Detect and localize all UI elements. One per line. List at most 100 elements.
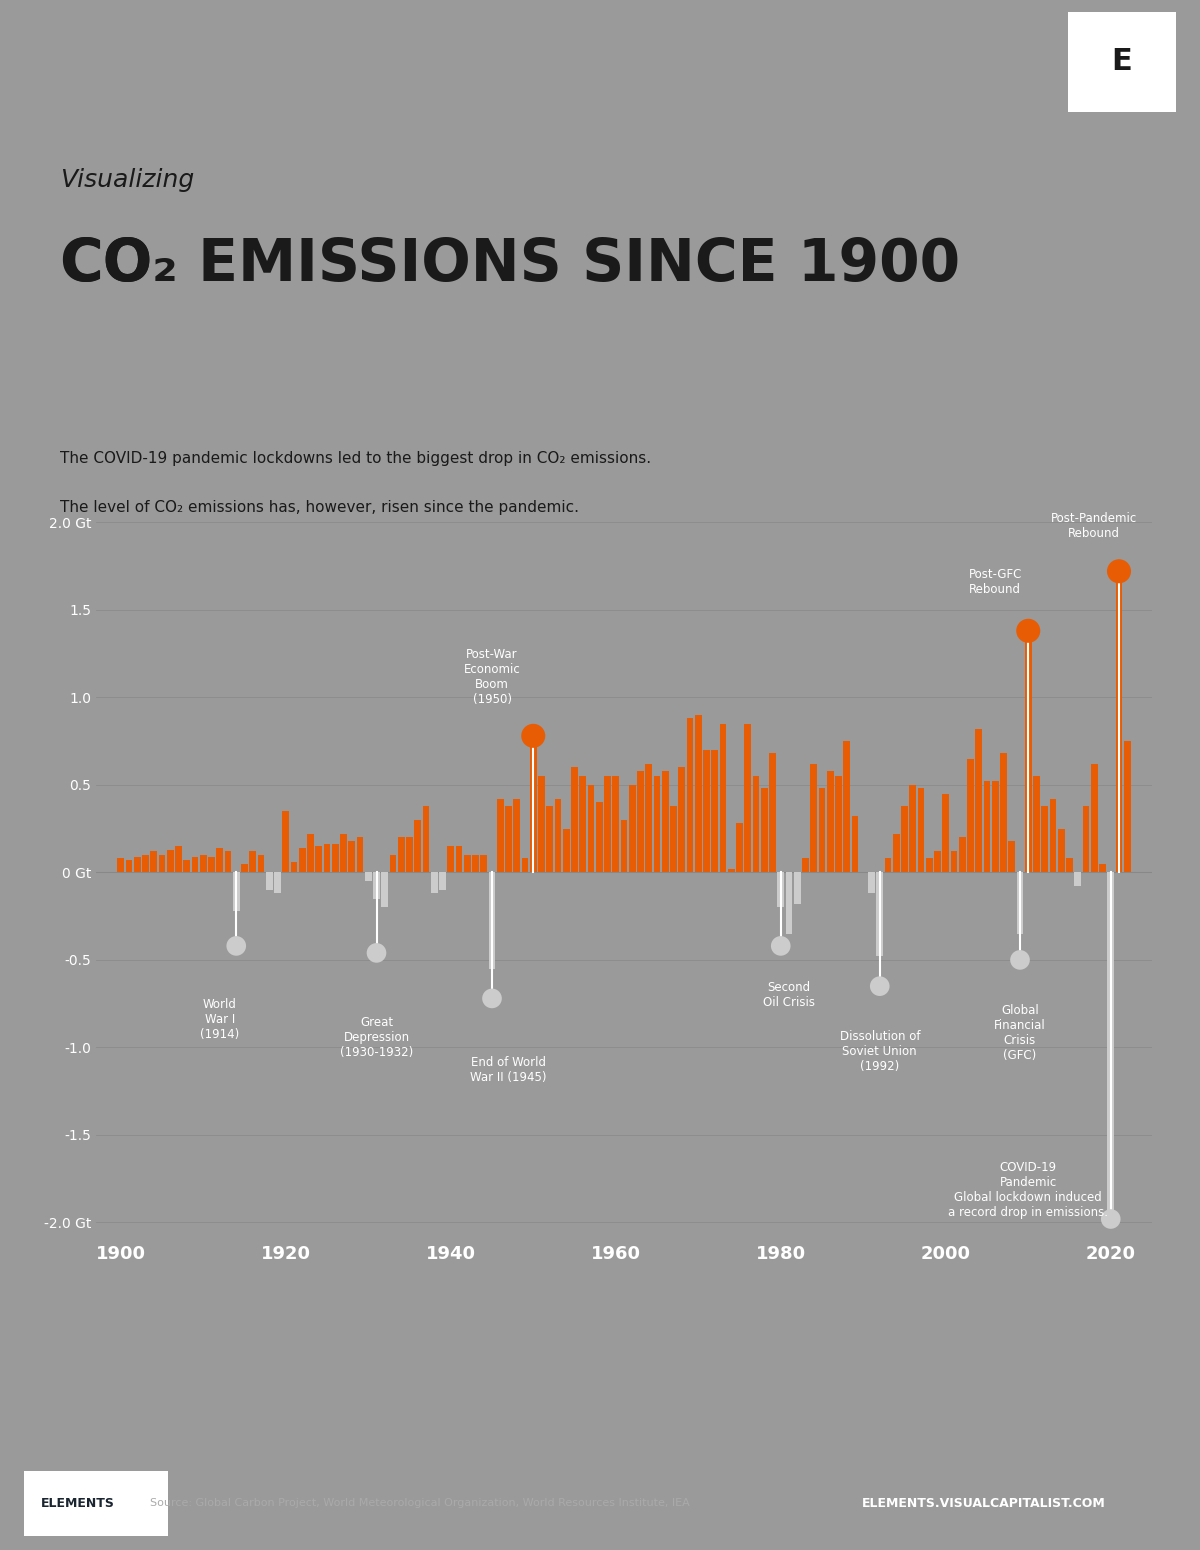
- Bar: [703, 750, 709, 873]
- Bar: [959, 837, 966, 873]
- Text: End of World
War II (1945): End of World War II (1945): [470, 1056, 547, 1083]
- Text: Visualizing: Visualizing: [60, 167, 194, 192]
- Bar: [538, 777, 545, 873]
- Bar: [241, 863, 247, 873]
- Bar: [316, 846, 322, 873]
- Text: ELEMENTS: ELEMENTS: [41, 1497, 115, 1510]
- Bar: [406, 837, 413, 873]
- Bar: [118, 859, 124, 873]
- Bar: [1001, 753, 1007, 873]
- Bar: [818, 789, 826, 873]
- Text: CO₂ EMISSIONS SINCE 1900: CO₂ EMISSIONS SINCE 1900: [60, 236, 960, 293]
- Point: [367, 941, 386, 966]
- Bar: [522, 859, 528, 873]
- Bar: [620, 820, 628, 873]
- Text: ELEMENTS.VISUALCAPITALIST.COM: ELEMENTS.VISUALCAPITALIST.COM: [862, 1497, 1106, 1510]
- Bar: [480, 856, 487, 873]
- Bar: [935, 851, 941, 873]
- Bar: [744, 724, 751, 873]
- Bar: [869, 873, 875, 893]
- Bar: [580, 777, 586, 873]
- Bar: [852, 817, 858, 873]
- Bar: [200, 856, 206, 873]
- Bar: [150, 851, 157, 873]
- Bar: [637, 770, 643, 873]
- Bar: [348, 840, 355, 873]
- Bar: [1058, 829, 1064, 873]
- Bar: [596, 803, 602, 873]
- Bar: [563, 829, 570, 873]
- Bar: [654, 777, 660, 873]
- Bar: [646, 764, 652, 873]
- Bar: [794, 873, 800, 904]
- Text: Second
Oil Crisis: Second Oil Crisis: [763, 981, 815, 1009]
- Bar: [126, 860, 132, 873]
- Text: The level of CO₂ emissions has, however, risen since the pandemic.: The level of CO₂ emissions has, however,…: [60, 499, 580, 515]
- Bar: [431, 873, 438, 893]
- Bar: [1091, 764, 1098, 873]
- Bar: [274, 873, 281, 893]
- Point: [870, 973, 889, 998]
- Bar: [224, 851, 232, 873]
- Text: E: E: [1111, 48, 1133, 76]
- Text: Post-Pandemic
Rebound: Post-Pandemic Rebound: [1051, 512, 1138, 539]
- Point: [1110, 560, 1129, 584]
- Bar: [942, 794, 949, 873]
- Bar: [356, 837, 364, 873]
- Bar: [456, 846, 462, 873]
- Bar: [398, 837, 404, 873]
- Point: [772, 933, 791, 958]
- Bar: [158, 856, 166, 873]
- Point: [227, 933, 246, 958]
- Bar: [992, 781, 998, 873]
- Bar: [769, 753, 775, 873]
- Bar: [893, 834, 900, 873]
- Text: Post-War
Economic
Boom
(1950): Post-War Economic Boom (1950): [463, 648, 521, 707]
- Bar: [678, 767, 685, 873]
- Bar: [175, 846, 181, 873]
- Point: [523, 724, 542, 749]
- Bar: [571, 767, 577, 873]
- Bar: [976, 728, 982, 873]
- Bar: [390, 856, 396, 873]
- Bar: [382, 873, 388, 907]
- Bar: [554, 798, 562, 873]
- Bar: [266, 873, 272, 890]
- Bar: [810, 764, 817, 873]
- Bar: [472, 856, 479, 873]
- Bar: [827, 770, 834, 873]
- Bar: [250, 851, 256, 873]
- Bar: [514, 798, 520, 873]
- Point: [482, 986, 502, 1011]
- Bar: [464, 856, 470, 873]
- Point: [1019, 618, 1038, 643]
- Bar: [340, 834, 347, 873]
- Bar: [876, 873, 883, 956]
- Bar: [290, 862, 298, 873]
- Bar: [332, 845, 338, 873]
- Bar: [546, 806, 553, 873]
- Bar: [167, 849, 174, 873]
- Text: World
War I
(1914): World War I (1914): [200, 998, 239, 1042]
- Bar: [1008, 840, 1015, 873]
- Bar: [1033, 777, 1040, 873]
- Bar: [1099, 863, 1106, 873]
- Bar: [629, 784, 636, 873]
- Text: Source: Global Carbon Project, World Meteorological Organization, World Resource: Source: Global Carbon Project, World Met…: [150, 1499, 690, 1508]
- Bar: [950, 851, 958, 873]
- Bar: [802, 859, 809, 873]
- Bar: [686, 718, 694, 873]
- Bar: [588, 784, 594, 873]
- Bar: [233, 873, 240, 911]
- Bar: [439, 873, 445, 890]
- Bar: [901, 806, 908, 873]
- Bar: [488, 873, 496, 969]
- Bar: [844, 741, 850, 873]
- Bar: [505, 806, 511, 873]
- Bar: [984, 781, 990, 873]
- Text: Global
Financial
Crisis
(GFC): Global Financial Crisis (GFC): [994, 1004, 1046, 1062]
- Bar: [134, 857, 140, 873]
- Point: [1010, 947, 1030, 972]
- Bar: [712, 750, 718, 873]
- Bar: [1074, 873, 1081, 887]
